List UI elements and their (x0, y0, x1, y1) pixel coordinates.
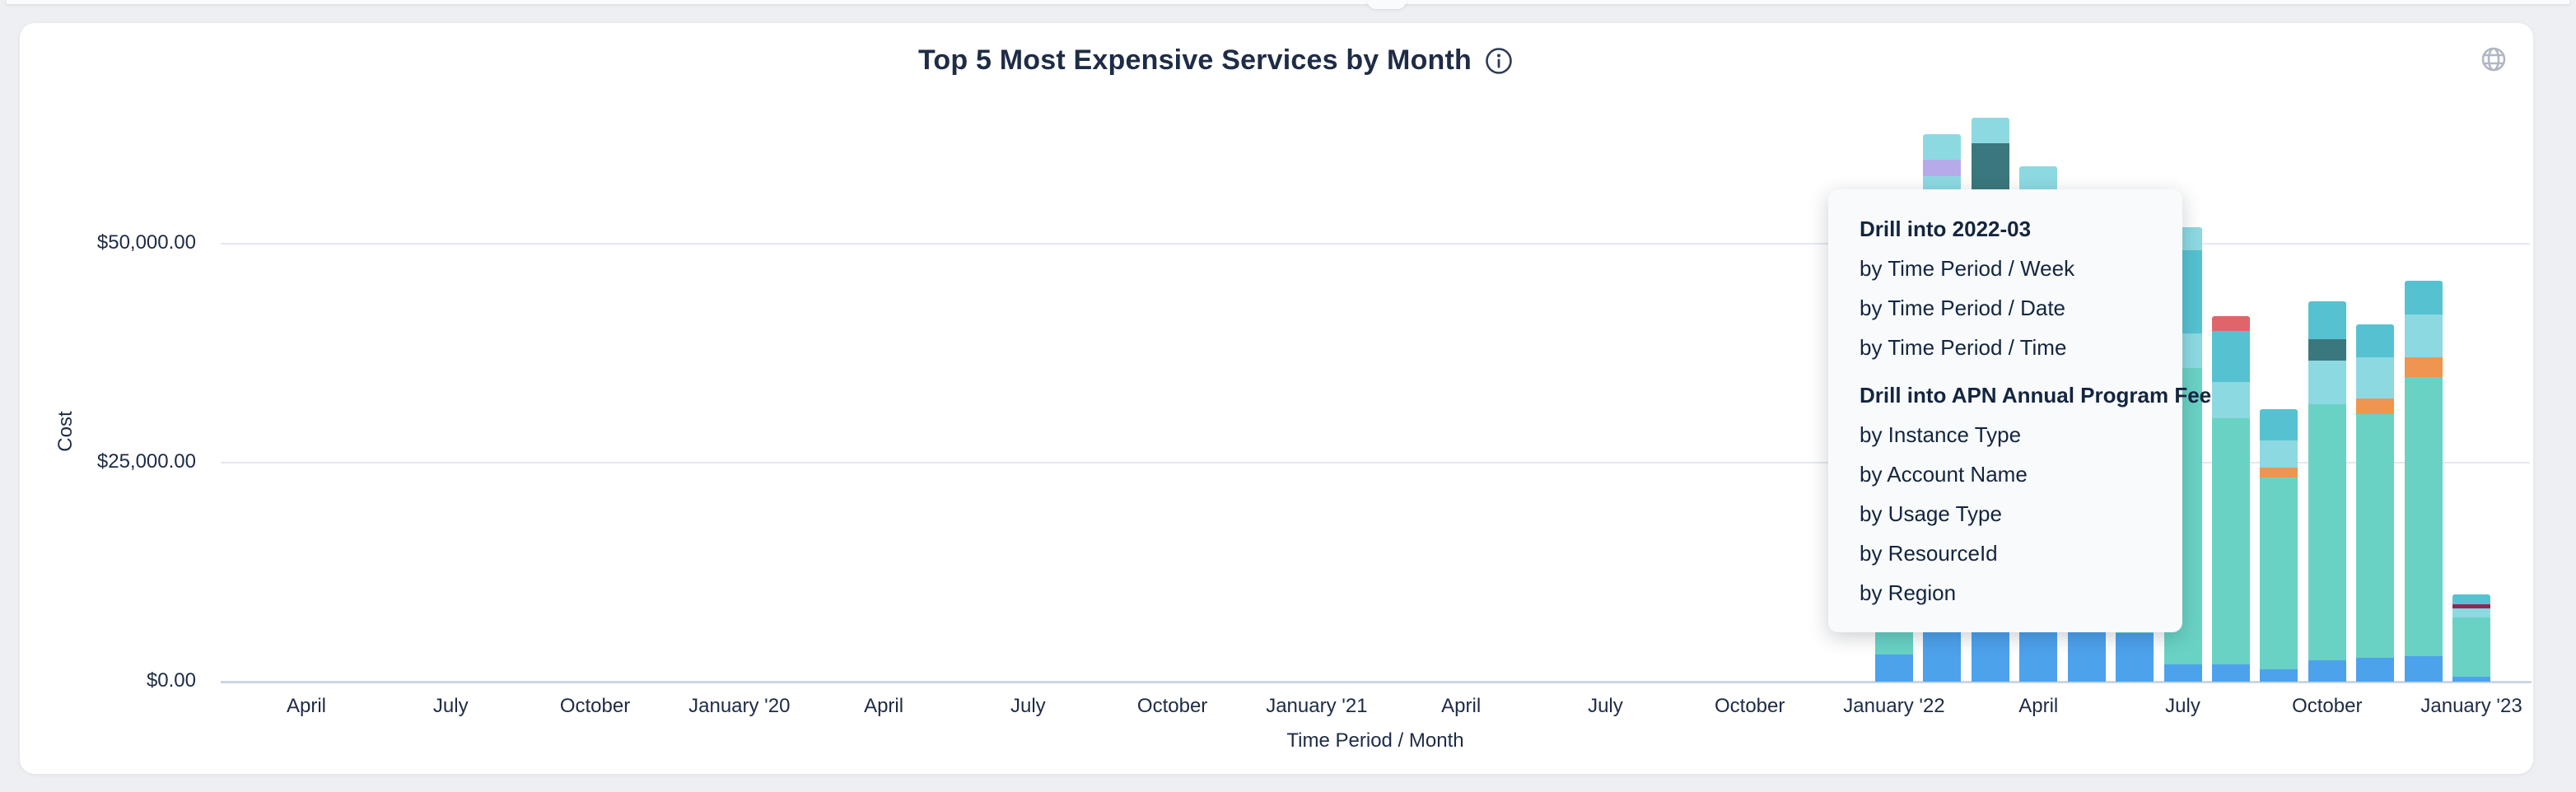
bar-segment-seafoam[interactable] (2308, 404, 2346, 661)
menu-item-by-usage-type[interactable]: by Usage Type (1860, 501, 2002, 526)
bar-2022-09[interactable] (2260, 408, 2298, 682)
bar-segment-seafoam[interactable] (2260, 478, 2298, 670)
upper-cards-divider-handle (1367, 0, 1407, 9)
x-tick-label: April (1441, 695, 1482, 717)
bar-2023-01[interactable] (2452, 594, 2491, 682)
bar-segment-purple[interactable] (1923, 159, 1962, 177)
upper-cards-bottom-edge (7, 0, 2569, 4)
drill-context-menu: Drill into 2022-03 by Time Period / Week b… (1828, 189, 2212, 632)
bar-segment-cyan[interactable] (2452, 594, 2491, 604)
bar-2022-10[interactable] (2308, 301, 2346, 682)
bar-segment-blue[interactable] (2356, 658, 2395, 682)
menu-header-drill-into-apn-annual-program-fee: Drill into APN Annual Program Fee (1860, 383, 2212, 408)
bar-segment-blue[interactable] (2116, 633, 2154, 682)
bar-segment-blue[interactable] (2067, 629, 2106, 682)
bar-segment-blue[interactable] (2452, 677, 2491, 682)
bar-segment-orange[interactable] (2404, 356, 2443, 377)
bar-2022-08[interactable] (2211, 316, 2250, 682)
gridline-25k (221, 462, 2530, 464)
bar-segment-cyan[interactable] (2260, 408, 2298, 441)
bar-segment-blue[interactable] (2404, 656, 2443, 682)
bar-segment-seafoam[interactable] (2404, 376, 2443, 657)
y-tick-label: $50,000.00 (96, 231, 196, 254)
bar-segment-blue[interactable] (1875, 655, 1913, 682)
x-tick-label: October (1715, 695, 1785, 717)
y-axis-title: Cost (54, 411, 77, 452)
x-tick-label: January '21 (1266, 695, 1368, 717)
x-tick-label: October (559, 695, 631, 717)
bar-segment-cyan[interactable] (2356, 324, 2395, 357)
bar-segment-orange[interactable] (2356, 398, 2395, 414)
bar-segment-orange[interactable] (2260, 467, 2298, 478)
x-axis-line (221, 681, 2532, 683)
menu-item-by-account-name[interactable]: by Account Name (1860, 462, 2028, 487)
x-tick-label: July (432, 695, 469, 717)
bar-2022-12[interactable] (2404, 280, 2443, 682)
x-tick-label: July (1010, 695, 1046, 717)
menu-item-by-time-period-week[interactable]: by Time Period / Week (1860, 256, 2075, 281)
globe-icon[interactable] (2477, 43, 2510, 76)
x-tick-label: April (2018, 695, 2059, 717)
y-tick-label: $0.00 (146, 669, 196, 692)
bar-segment-blue[interactable] (2211, 664, 2250, 682)
bar-segment-maroon[interactable] (2452, 603, 2491, 608)
bar-segment-blue[interactable] (2260, 669, 2298, 682)
menu-item-by-resourceid[interactable]: by ResourceId (1860, 541, 1998, 566)
bar-segment-lightblue[interactable] (1971, 118, 2009, 143)
info-icon[interactable] (1485, 47, 1513, 75)
x-tick-label: January '23 (2420, 695, 2522, 717)
menu-item-by-time-period-time[interactable]: by Time Period / Time (1860, 335, 2067, 360)
bar-segment-lightblue[interactable] (2452, 608, 2491, 618)
bar-2022-11[interactable] (2356, 324, 2395, 682)
menu-item-by-instance-type[interactable]: by Instance Type (1860, 422, 2022, 447)
bar-segment-lightblue[interactable] (2260, 440, 2298, 468)
menu-item-by-region[interactable]: by Region (1860, 580, 1957, 605)
bar-segment-blue[interactable] (2308, 660, 2346, 682)
bar-segment-seafoam[interactable] (2452, 617, 2491, 678)
x-tick-label: January '20 (688, 695, 791, 717)
menu-header-drill-into-2022-03: Drill into 2022-03 (1860, 217, 2032, 241)
bar-segment-cyan[interactable] (2404, 280, 2443, 315)
bar-segment-lightblue[interactable] (1923, 134, 1962, 160)
x-tick-label: July (2165, 695, 2200, 717)
bar-segment-seafoam[interactable] (2356, 413, 2395, 659)
bar-segment-lightblue[interactable] (2356, 356, 2395, 398)
x-tick-label: January '22 (1843, 695, 1945, 717)
x-tick-label: October (2292, 695, 2363, 717)
gridline-50k (221, 243, 2530, 245)
menu-item-by-time-period-date[interactable]: by Time Period / Date (1860, 296, 2065, 320)
bar-segment-lightblue[interactable] (2308, 360, 2346, 405)
chart-card: Top 5 Most Expensive Services by Month $… (20, 23, 2533, 774)
x-tick-label: October (1136, 695, 1208, 717)
x-tick-label: April (864, 695, 904, 717)
page-title: Top 5 Most Expensive Services by Month (917, 44, 1472, 76)
bar-segment-blue[interactable] (2163, 664, 2202, 682)
bar-segment-lightblue[interactable] (2211, 382, 2250, 419)
bar-segment-darkteal[interactable] (2308, 338, 2346, 361)
x-tick-label: April (286, 695, 327, 717)
y-tick-label: $25,000.00 (96, 450, 196, 473)
bar-segment-cyan[interactable] (2308, 301, 2346, 339)
chart-header: Top 5 Most Expensive Services by Month (918, 44, 1513, 77)
x-axis-title: Time Period / Month (1286, 729, 1464, 752)
bar-segment-red[interactable] (2211, 316, 2250, 331)
bar-segment-cyan[interactable] (2211, 330, 2250, 383)
bar-segment-seafoam[interactable] (2211, 418, 2250, 664)
bar-segment-lightblue[interactable] (2404, 314, 2443, 357)
x-tick-label: July (1588, 695, 1623, 717)
